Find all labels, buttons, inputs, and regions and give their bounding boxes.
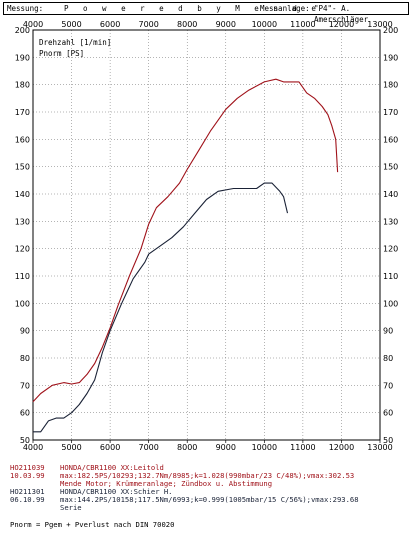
y-tick-label-left: 190 bbox=[15, 53, 30, 62]
y-tick-label-right: 190 bbox=[383, 53, 398, 62]
y-tick-label-right: 110 bbox=[383, 272, 398, 281]
x-tick-label-top: 6000 bbox=[100, 20, 120, 29]
y-tick-label-left: 180 bbox=[15, 81, 30, 90]
series-line-1 bbox=[32, 78, 339, 403]
run-1-note: Mende Motor; Krümmeranlage; Zündbox u. A… bbox=[60, 479, 273, 488]
y-tick-label-right: 200 bbox=[383, 26, 398, 35]
y-tick-label-left: 170 bbox=[15, 108, 30, 117]
formula-footer: Pnorm = Pgem + Pverlust nach DIN 70020 bbox=[10, 520, 175, 529]
dyno-chart: 4000 4000 5000 5000 6000 6000 7000 7000 8000 8000… bbox=[15, 20, 399, 452]
messung-label: Messung: bbox=[7, 4, 44, 13]
run-2-note: Serie bbox=[60, 503, 82, 512]
x-tick-label-top: 8000 bbox=[177, 20, 197, 29]
plot-frame bbox=[32, 29, 381, 441]
y-tick-label-left: 110 bbox=[15, 272, 30, 281]
y-tick-label-left: 140 bbox=[15, 190, 30, 199]
x-tick-label-bottom: 4000 bbox=[23, 443, 43, 452]
y-tick-label-right: 170 bbox=[383, 108, 398, 117]
x-tick-label-top: 11000 bbox=[290, 20, 315, 29]
y-tick-label-left: 80 bbox=[20, 354, 30, 363]
x-tick-label-bottom: 8000 bbox=[177, 443, 197, 452]
run-2-model: HONDA/CBR1100 XX:Schier H. bbox=[60, 487, 173, 496]
x-tick-label-bottom: 5000 bbox=[61, 443, 81, 452]
x-tick-label-bottom: 12000 bbox=[329, 443, 354, 452]
y-tick-label-right: 60 bbox=[383, 409, 393, 418]
y-tick-label-right: 180 bbox=[383, 81, 398, 90]
x-tick-label-top: 7000 bbox=[138, 20, 158, 29]
x-tick-label-bottom: 13000 bbox=[367, 443, 392, 452]
x-tick-label-bottom: 7000 bbox=[138, 443, 158, 452]
y-tick-label-right: 100 bbox=[383, 299, 398, 308]
x-tick-label-top: 5000 bbox=[61, 20, 81, 29]
y-tick-label-right: 120 bbox=[383, 245, 398, 254]
y-tick-label-right: 90 bbox=[383, 327, 393, 336]
x-tick-label-top: 13000 bbox=[367, 20, 392, 29]
x-tick-label-bottom: 10000 bbox=[252, 443, 277, 452]
y-tick-label-left: 120 bbox=[15, 245, 30, 254]
powered-by-title: P o w e r e d b y M e n d e bbox=[64, 4, 321, 13]
y-tick-label-right: 130 bbox=[383, 217, 398, 226]
x-tick-label-bottom: 11000 bbox=[290, 443, 315, 452]
y-tick-label-left: 70 bbox=[20, 381, 30, 390]
x-tick-label-top: 9000 bbox=[216, 20, 236, 29]
y-tick-label-right: 150 bbox=[383, 163, 398, 172]
x-tick-label-bottom: 6000 bbox=[100, 443, 120, 452]
x-tick-label-top: 10000 bbox=[252, 20, 277, 29]
y-tick-label-left: 60 bbox=[20, 409, 30, 418]
messanlage-label: Messanlage: bbox=[260, 4, 310, 13]
run-entry-1: HO211039 HONDA/CBR1100 XX:Leitold 10.03.… bbox=[10, 463, 410, 488]
y-tick-label-right: 140 bbox=[383, 190, 398, 199]
y-tick-label-left: 160 bbox=[15, 135, 30, 144]
run-1-date: 10.03.99 bbox=[10, 471, 45, 480]
y-tick-label-right: 160 bbox=[383, 135, 398, 144]
y-tick-label-left: 150 bbox=[15, 163, 30, 172]
run-2-id: HO211301 bbox=[10, 487, 45, 496]
y-tick-label-right: 80 bbox=[383, 354, 393, 363]
y-tick-label-left: 200 bbox=[15, 26, 30, 35]
run-2-specs: max:144.2PS/10158;117.5Nm/6993;k=0.999(1… bbox=[60, 495, 359, 504]
y-tick-label-left: 90 bbox=[20, 327, 30, 336]
y-tick-label-right: 70 bbox=[383, 381, 393, 390]
axis-legend-label: Drehzahl [1/min] bbox=[39, 38, 111, 47]
run-1-model: HONDA/CBR1100 XX:Leitold bbox=[60, 463, 164, 472]
axis-legend-label: Pnorm [PS] bbox=[39, 49, 84, 58]
x-tick-label-bottom: 9000 bbox=[216, 443, 236, 452]
y-tick-label-left: 100 bbox=[15, 299, 30, 308]
x-tick-label-top: 4000 bbox=[23, 20, 43, 29]
measurement-header: Messung: P o w e r e d b y M e n d e Mes… bbox=[3, 2, 409, 24]
run-2-date: 06.10.99 bbox=[10, 495, 45, 504]
series-line-2 bbox=[33, 182, 289, 433]
y-tick-label-right: 50 bbox=[383, 436, 393, 445]
y-tick-label-left: 130 bbox=[15, 217, 30, 226]
y-tick-label-left: 50 bbox=[20, 436, 30, 445]
messanlage-value: "P4"- A. Amerschläger bbox=[314, 4, 369, 24]
run-1-id: HO211039 bbox=[10, 463, 45, 472]
x-tick-label-top: 12000 bbox=[329, 20, 354, 29]
run-entry-2: HO211301 HONDA/CBR1100 XX:Schier H. 06.1… bbox=[10, 487, 410, 511]
run-legend: HO211039 HONDA/CBR1100 XX:Leitold 10.03.… bbox=[10, 463, 410, 511]
run-1-specs: max:182.5PS/10293;132.7Nm/8985;k=1.028(9… bbox=[60, 471, 355, 480]
